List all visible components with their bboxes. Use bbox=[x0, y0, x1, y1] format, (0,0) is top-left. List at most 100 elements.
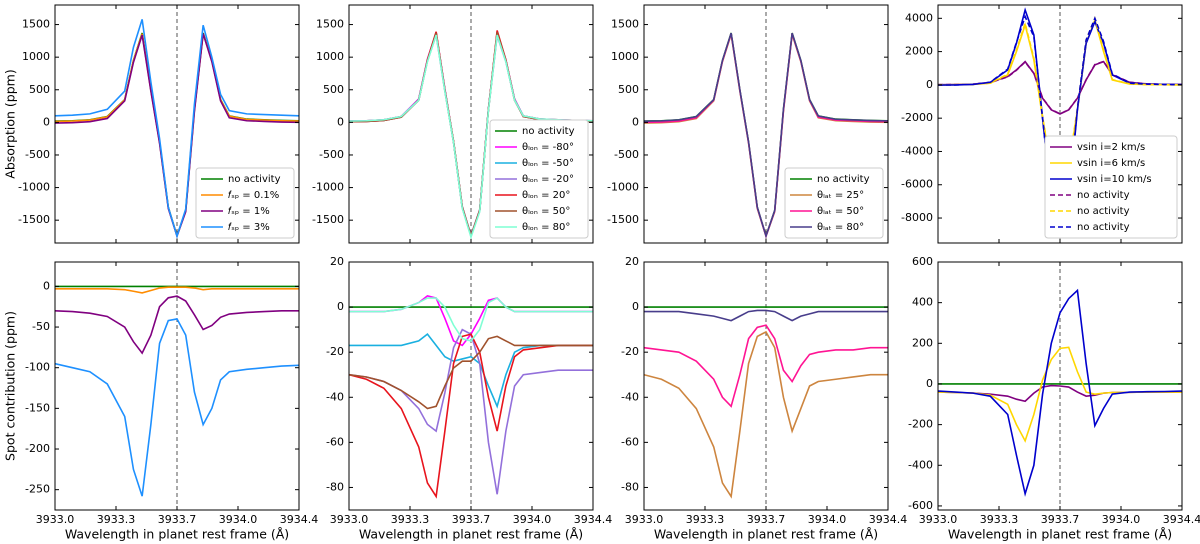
x-tick-label: 3934.0 bbox=[1102, 513, 1141, 526]
panel: -80 -60 -40 -20 0 20 3933.0 3933.3 3933.7 3934.0 3… bbox=[326, 255, 612, 542]
y-tick-label: -20 bbox=[621, 345, 639, 358]
series-line bbox=[55, 19, 299, 239]
y-tick-label: -60 bbox=[326, 435, 344, 448]
legend-label: vsin i=2 km/s bbox=[1077, 142, 1145, 153]
y-tick-label: 20 bbox=[330, 255, 344, 268]
y-tick-label: 1000 bbox=[316, 50, 344, 63]
legend-label: 𝑓ₛₚ = 1% bbox=[228, 206, 270, 217]
y-tick-label: -500 bbox=[319, 148, 344, 161]
y-tick-label: -1500 bbox=[312, 213, 344, 226]
x-tick-label: 3933.3 bbox=[391, 513, 430, 526]
legend-label: θₗₒₙ = -80° bbox=[522, 142, 574, 153]
x-tick-label: 3933.7 bbox=[158, 513, 197, 526]
legend-label: no activity bbox=[1077, 206, 1130, 217]
y-tick-label: -80 bbox=[621, 480, 639, 493]
x-axis-label: Wavelength in planet rest frame (Å) bbox=[359, 527, 583, 542]
legend-label: vsin i=6 km/s bbox=[1077, 158, 1145, 169]
y-tick-label: 0 bbox=[43, 115, 50, 128]
series-line bbox=[55, 318, 299, 497]
y-tick-label: 0 bbox=[926, 377, 933, 390]
plot-area bbox=[644, 32, 888, 239]
x-tick-label: 3933.3 bbox=[97, 513, 136, 526]
legend-label: θₗₒₙ = 50° bbox=[522, 206, 570, 217]
x-tick-label: 3934.4 bbox=[574, 513, 613, 526]
panel: -1500 -1000 -500 0 500 1000 1500 no activity θₗₒ… bbox=[312, 4, 594, 244]
y-tick-label: 2000 bbox=[905, 45, 933, 58]
y-tick-label: 400 bbox=[912, 296, 933, 309]
legend-label: no activity bbox=[817, 174, 870, 185]
series-line bbox=[349, 335, 593, 410]
legend-label: 𝑓ₛₚ = 3% bbox=[228, 222, 270, 233]
x-tick-label: 3933.0 bbox=[919, 513, 958, 526]
legend-label: vsin i=10 km/s bbox=[1077, 174, 1152, 185]
legend-label: θₗₒₙ = -50° bbox=[522, 158, 574, 169]
y-tick-label: 200 bbox=[912, 336, 933, 349]
series-line bbox=[55, 286, 299, 294]
x-axis-label: Wavelength in planet rest frame (Å) bbox=[948, 527, 1172, 542]
y-tick-label: -4000 bbox=[901, 144, 933, 157]
legend-box bbox=[1044, 135, 1178, 239]
y-tick-label: -40 bbox=[326, 390, 344, 403]
x-axis-label: Wavelength in planet rest frame (Å) bbox=[65, 527, 289, 542]
legend-box bbox=[489, 119, 589, 239]
y-tick-label: -100 bbox=[25, 361, 50, 374]
legend-box bbox=[195, 167, 295, 239]
y-axis-label: Absorption (ppm) bbox=[3, 69, 18, 178]
plot-area bbox=[55, 19, 299, 239]
y-tick-label: 1000 bbox=[22, 50, 50, 63]
panel: -8000 -6000 -4000 -2000 0 2000 4000 vsin i=2 km… bbox=[901, 4, 1183, 244]
y-tick-label: 0 bbox=[632, 115, 639, 128]
y-tick-label: 1500 bbox=[22, 18, 50, 31]
x-tick-label: 3933.7 bbox=[1041, 513, 1080, 526]
y-tick-label: -1000 bbox=[312, 181, 344, 194]
legend-label: no activity bbox=[228, 174, 281, 185]
plot-area bbox=[55, 285, 299, 497]
series-line bbox=[644, 309, 888, 322]
plot-area bbox=[349, 294, 593, 499]
y-tick-label: 1500 bbox=[611, 18, 639, 31]
y-tick-label: -8000 bbox=[901, 211, 933, 224]
x-tick-label: 3933.7 bbox=[747, 513, 786, 526]
y-tick-label: -40 bbox=[621, 390, 639, 403]
legend-label: θₗₐₜ = 80° bbox=[817, 222, 864, 233]
series-line bbox=[644, 330, 888, 499]
y-tick-label: 0 bbox=[337, 115, 344, 128]
legend-label: 𝑓ₛₚ = 0.1% bbox=[228, 190, 279, 201]
y-tick-label: -50 bbox=[32, 320, 50, 333]
y-axis-label: Spot contribution (ppm) bbox=[3, 311, 18, 461]
y-tick-label: 500 bbox=[29, 83, 50, 96]
y-tick-label: -200 bbox=[908, 418, 933, 431]
x-tick-label: 3934.4 bbox=[1163, 513, 1200, 526]
series-line bbox=[349, 333, 593, 499]
legend-label: no activity bbox=[522, 126, 575, 137]
y-tick-label: -200 bbox=[25, 442, 50, 455]
y-tick-label: -1500 bbox=[18, 213, 50, 226]
x-tick-label: 3934.0 bbox=[808, 513, 847, 526]
x-tick-label: 3933.3 bbox=[686, 513, 725, 526]
y-tick-label: -1500 bbox=[607, 213, 639, 226]
panel: -250 -200 -150 -100 -50 0 3933.0 3933.3 3933.7 39… bbox=[3, 261, 319, 542]
legend-box bbox=[784, 167, 884, 239]
x-tick-label: 3933.0 bbox=[36, 513, 75, 526]
legend-label: no activity bbox=[1077, 190, 1130, 201]
y-tick-label: -150 bbox=[25, 401, 50, 414]
series-line bbox=[349, 34, 593, 240]
y-tick-label: 0 bbox=[632, 300, 639, 313]
x-tick-label: 3933.3 bbox=[980, 513, 1019, 526]
y-tick-label: -500 bbox=[25, 148, 50, 161]
y-tick-label: -250 bbox=[25, 483, 50, 496]
plot-area bbox=[349, 30, 593, 240]
y-tick-label: -20 bbox=[326, 345, 344, 358]
series-line bbox=[938, 15, 1182, 189]
y-tick-label: -60 bbox=[621, 435, 639, 448]
series-line bbox=[938, 288, 1182, 497]
x-tick-label: 3934.4 bbox=[280, 513, 319, 526]
y-tick-label: 20 bbox=[625, 255, 639, 268]
series-line bbox=[55, 295, 299, 355]
y-tick-label: -80 bbox=[326, 480, 344, 493]
y-tick-label: 500 bbox=[323, 83, 344, 96]
x-tick-label: 3934.0 bbox=[219, 513, 258, 526]
y-tick-label: -400 bbox=[908, 458, 933, 471]
